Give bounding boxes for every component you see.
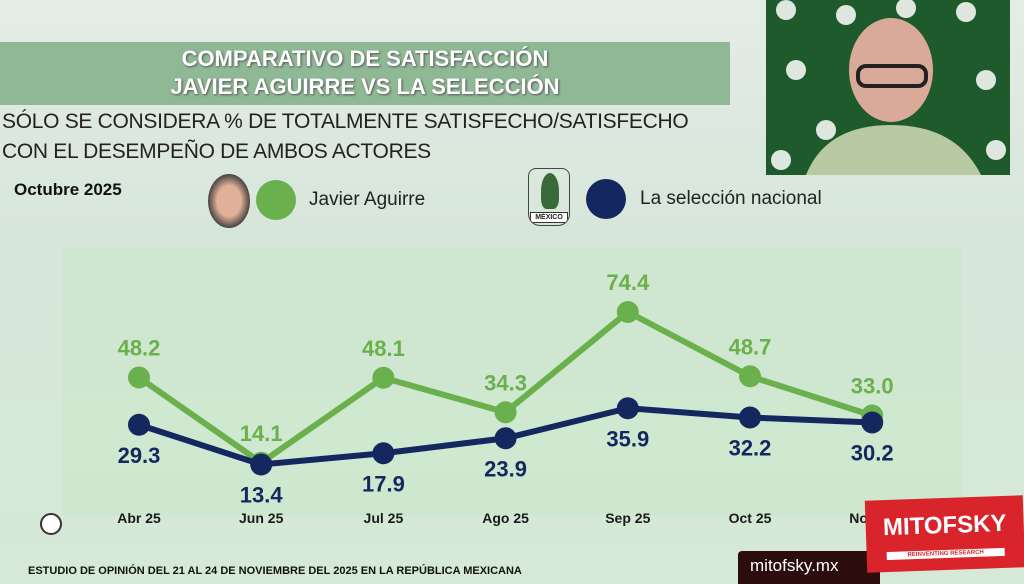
legend-label-aguirre: Javier Aguirre (309, 189, 426, 210)
logo-text: MITOFSKY (882, 509, 1007, 542)
legend-dot-seleccion-icon (586, 179, 626, 219)
title-line-1: COMPARATIVO DE SATISFACCIÓN (181, 46, 549, 71)
webcam-presenter-video (766, 0, 1010, 175)
x-tick-label: Jun 25 (239, 510, 284, 526)
data-point (739, 365, 761, 388)
crest-text: MÉXICO (530, 212, 568, 223)
data-label: 23.9 (484, 456, 527, 481)
legend-label-seleccion: La selección nacional (640, 188, 822, 209)
data-point (250, 453, 273, 476)
data-point (616, 301, 639, 323)
data-point (128, 413, 150, 436)
data-label: 48.7 (729, 334, 772, 359)
data-point (494, 401, 517, 424)
data-point (739, 406, 761, 429)
title-line-2: JAVIER AGUIRRE VS LA SELECCIÓN (170, 74, 560, 99)
eagle-icon (541, 173, 559, 209)
soccer-ball-icon (40, 513, 62, 535)
aguirre-photo (208, 174, 250, 228)
x-tick-label: Sep 25 (605, 510, 650, 526)
data-label: 74.4 (606, 270, 650, 295)
subtitle-line-2: CON EL DESEMPEÑO DE AMBOS ACTORES (2, 140, 431, 163)
data-label: 32.2 (729, 436, 772, 461)
logo-tagline: REINVENTING RESEARCH (886, 547, 1005, 561)
data-label: 29.3 (118, 443, 161, 468)
data-point (494, 427, 517, 450)
period-label: Octubre 2025 (14, 180, 122, 199)
data-label: 48.1 (362, 336, 405, 361)
data-point (372, 366, 395, 389)
mitofsky-logo: MITOFSKY REINVENTING RESEARCH (864, 495, 1024, 573)
subtitle-line-1: SÓLO SE CONSIDERA % DE TOTALMENTE SATISF… (2, 110, 689, 133)
x-tick-label: Oct 25 (729, 510, 772, 526)
data-point (372, 442, 395, 465)
data-label: 34.3 (484, 370, 527, 395)
data-label: 48.2 (118, 336, 161, 361)
data-label: 35.9 (606, 426, 649, 451)
data-label: 17.9 (362, 471, 405, 496)
data-point (128, 366, 150, 389)
data-label: 14.1 (240, 421, 283, 446)
data-label: 30.2 (851, 441, 894, 466)
mexico-crest-logo: MÉXICO (528, 168, 570, 226)
website-label: mitofsky.mx (738, 551, 880, 584)
x-tick-label: Jul 25 (364, 510, 404, 526)
data-label: 33.0 (851, 374, 894, 399)
data-point (861, 411, 884, 434)
data-point (616, 397, 639, 420)
x-tick-label: Ago 25 (482, 510, 529, 526)
plot-background (62, 248, 962, 516)
footer-note: ESTUDIO DE OPINIÓN DEL 21 AL 24 DE NOVIE… (28, 565, 522, 577)
data-label: 13.4 (240, 483, 284, 508)
legend-dot-aguirre-icon (256, 180, 296, 220)
presenter-image (771, 0, 1006, 175)
x-tick-label: Abr 25 (117, 510, 161, 526)
title-banner: COMPARATIVO DE SATISFACCIÓN JAVIER AGUIR… (0, 42, 730, 105)
